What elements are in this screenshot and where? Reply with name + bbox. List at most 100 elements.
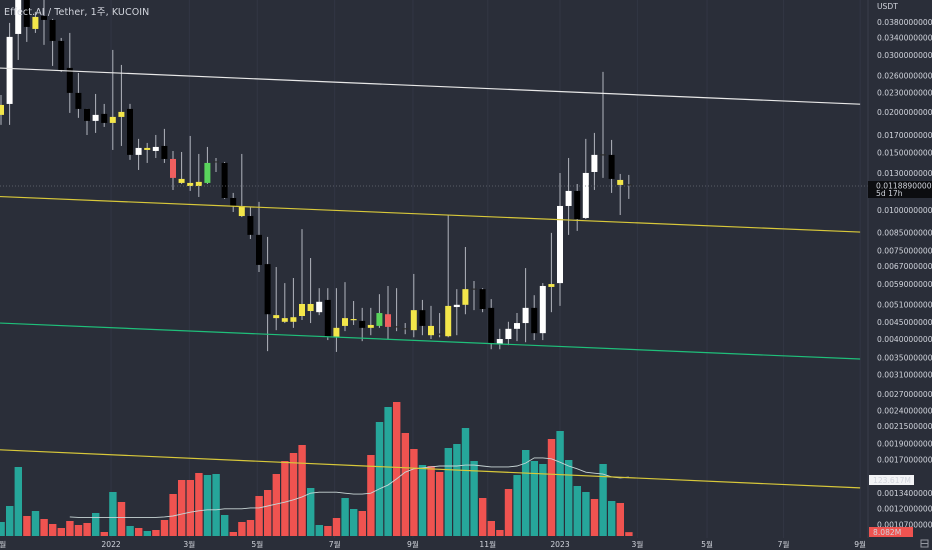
candle-body [247,216,254,235]
volume-bar [565,460,573,536]
candle-body [161,145,168,159]
time-tick-label: 11월 [479,539,496,549]
price-tick-label: 0.0019000000 [877,440,932,449]
candle-body [6,36,13,104]
trend-lines[interactable] [0,67,861,489]
candle-body [557,205,563,284]
candle [281,283,288,324]
candle-body [410,310,417,331]
candle [582,138,589,220]
candle-body [118,111,125,117]
candle-body [230,197,237,206]
candle [84,108,90,135]
volume-bar [246,520,255,536]
candle-body [144,147,151,150]
volume-bar [522,450,530,536]
volume-bar [315,525,323,536]
volume-bar [186,480,194,536]
volume-bar [135,528,143,536]
candle [617,173,624,216]
volume-bar [608,501,616,536]
volume-bar [221,515,229,536]
volume-bar [152,530,160,536]
volume-bar [367,455,375,536]
candle [144,142,151,163]
candle-body [565,190,572,206]
volume-bar [350,509,358,536]
volume-bar [358,511,366,536]
volume-bar [169,494,177,536]
candle [221,161,228,199]
candle-body [66,67,73,93]
last-price-value: 0.0118890000 [876,182,932,191]
candle [187,135,194,191]
volume-bar [418,465,427,536]
candle [152,134,159,158]
candle-body [385,314,391,327]
price-tick-label: 0.0380000000 [877,18,932,27]
candle [75,72,82,118]
candle-body [307,303,314,312]
candle [6,22,13,125]
candle-body [574,190,581,220]
volume-bar [143,531,151,536]
candle [402,323,409,335]
price-axis[interactable] [868,0,932,538]
candle-body [273,315,280,319]
candle [127,103,133,160]
candle-body [41,15,47,20]
volume-bar [203,475,212,536]
volume-ma [69,457,629,518]
volume-bar [14,467,22,536]
candle [118,64,125,146]
volume-bar [238,522,246,536]
candle [453,289,460,336]
candle-body [195,181,202,186]
volume-bar [281,461,289,536]
volume-bar [530,461,538,536]
candle [436,313,443,338]
candle [428,305,434,340]
candle-body [290,317,297,322]
price-unit: USDT [877,2,898,11]
price-ticks: 0.0380000000 0.0340000000 0.0300000000 0.02… [877,18,932,530]
volume-bar [229,532,237,536]
volume-bar [6,506,14,536]
candle-body [376,313,383,326]
price-tick-label: 0.0150000000 [877,149,932,158]
candle [410,273,417,338]
candle [471,280,477,311]
candle-body [531,307,538,334]
candle [101,103,108,127]
volume-bar [289,453,298,536]
candle [385,285,391,340]
settings-icon[interactable] [920,539,929,548]
volume-bar [625,532,633,536]
volume-bar [324,526,332,536]
price-tick-label: 0.0031000000 [877,371,932,380]
candle-body [204,162,211,183]
volume-bar [126,526,134,536]
volume-bar [470,461,478,536]
candle-body [101,113,108,123]
candle [565,157,572,235]
volume-ma-value: 123.617M [873,476,911,485]
candle-body [75,92,82,109]
price-tick-label: 0.0170000000 [877,131,932,140]
candle-body [342,318,348,326]
last-price-box [868,181,932,198]
price-tick-label: 0.0340000000 [877,33,932,42]
candle [548,232,555,313]
volume-bar [178,480,186,536]
candle [479,288,486,313]
volume-bar [453,444,461,536]
time-axis[interactable] [0,538,868,550]
candle [247,206,254,239]
candle-body [479,289,486,310]
candle [376,294,383,328]
time-tick-label: 9월 [407,539,419,549]
candle [608,139,615,193]
candle-body [84,108,90,121]
trend-line [0,449,861,489]
